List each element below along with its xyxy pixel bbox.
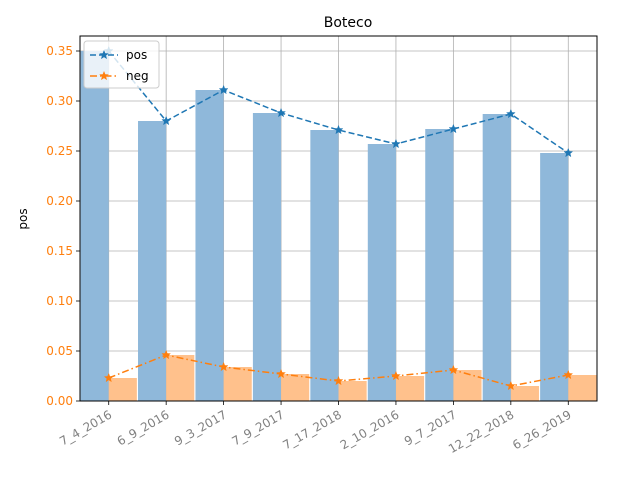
bar-neg: [223, 367, 252, 401]
bar-pos: [540, 153, 569, 401]
bar-pos: [482, 114, 511, 401]
legend: pos neg: [83, 40, 160, 89]
bar-pos: [252, 113, 282, 401]
point-pos: [390, 138, 401, 149]
point-neg: [103, 372, 114, 383]
point-neg: [505, 380, 516, 391]
y-tick-label: 0.15: [46, 244, 73, 258]
bar-pos: [195, 90, 224, 401]
bars: [80, 51, 597, 401]
legend-marker-neg: [99, 70, 109, 81]
y-axis: 0.00 0.05 0.10 0.15 0.20 0.25 0.30 0.35: [46, 44, 80, 408]
x-tick-label: 6_26_2019: [510, 407, 574, 452]
point-neg: [218, 361, 229, 372]
lines: [103, 45, 574, 391]
bar-neg: [108, 378, 137, 401]
point-neg: [563, 369, 574, 380]
point-pos: [161, 115, 172, 126]
x-tick-label: 6_9_2016: [115, 407, 172, 448]
y-axis-label: pos: [16, 208, 30, 229]
point-neg: [276, 368, 287, 379]
x-tick-label: 2_10_2016: [338, 407, 402, 452]
x-tick-label: 9_3_2017: [172, 407, 229, 448]
y-tick-label: 0.00: [46, 394, 73, 408]
bar-neg: [453, 370, 482, 401]
point-pos: [563, 147, 574, 158]
series-line-pos: [108, 50, 569, 154]
point-neg: [161, 349, 172, 360]
x-tick-label: 7_17_2018: [280, 407, 344, 452]
bar-pos: [367, 144, 396, 401]
chart-title: Boteco: [324, 15, 373, 31]
point-pos: [448, 123, 459, 134]
point-neg: [390, 370, 401, 381]
x-tick-label: 12_22_2018: [446, 407, 516, 456]
point-pos: [505, 108, 516, 119]
y-tick-label: 0.25: [46, 144, 73, 158]
point-neg: [333, 375, 344, 386]
point-neg: [448, 364, 459, 375]
x-axis: 7_4_2016 6_9_2016 9_3_2017 7_9_20177_17_201…: [57, 401, 574, 456]
y-tick-label: 0.05: [46, 344, 73, 358]
bar-neg: [395, 376, 425, 401]
point-pos: [218, 84, 229, 95]
bar-neg: [166, 355, 195, 401]
bar-neg: [568, 375, 597, 401]
y-tick-label: 0.20: [46, 194, 73, 208]
bar-pos: [310, 130, 339, 401]
legend-marker-pos: [99, 49, 109, 60]
legend-label-pos: pos: [126, 48, 147, 62]
bar-neg: [338, 381, 367, 401]
legend-label-neg: neg: [126, 69, 149, 83]
point-pos: [276, 107, 287, 118]
y-tick-label: 0.10: [46, 294, 73, 308]
bar-neg: [281, 374, 310, 401]
bar-pos: [80, 51, 109, 401]
y-tick-label: 0.35: [46, 44, 73, 58]
x-tick-label: 7_4_2016: [57, 407, 114, 448]
bar-pos: [425, 129, 454, 401]
point-pos: [333, 124, 344, 135]
x-tick-label: 7_9_2017: [229, 407, 286, 448]
y-tick-label: 0.30: [46, 94, 73, 108]
bar-pos: [138, 121, 167, 401]
bar-neg: [510, 386, 539, 401]
